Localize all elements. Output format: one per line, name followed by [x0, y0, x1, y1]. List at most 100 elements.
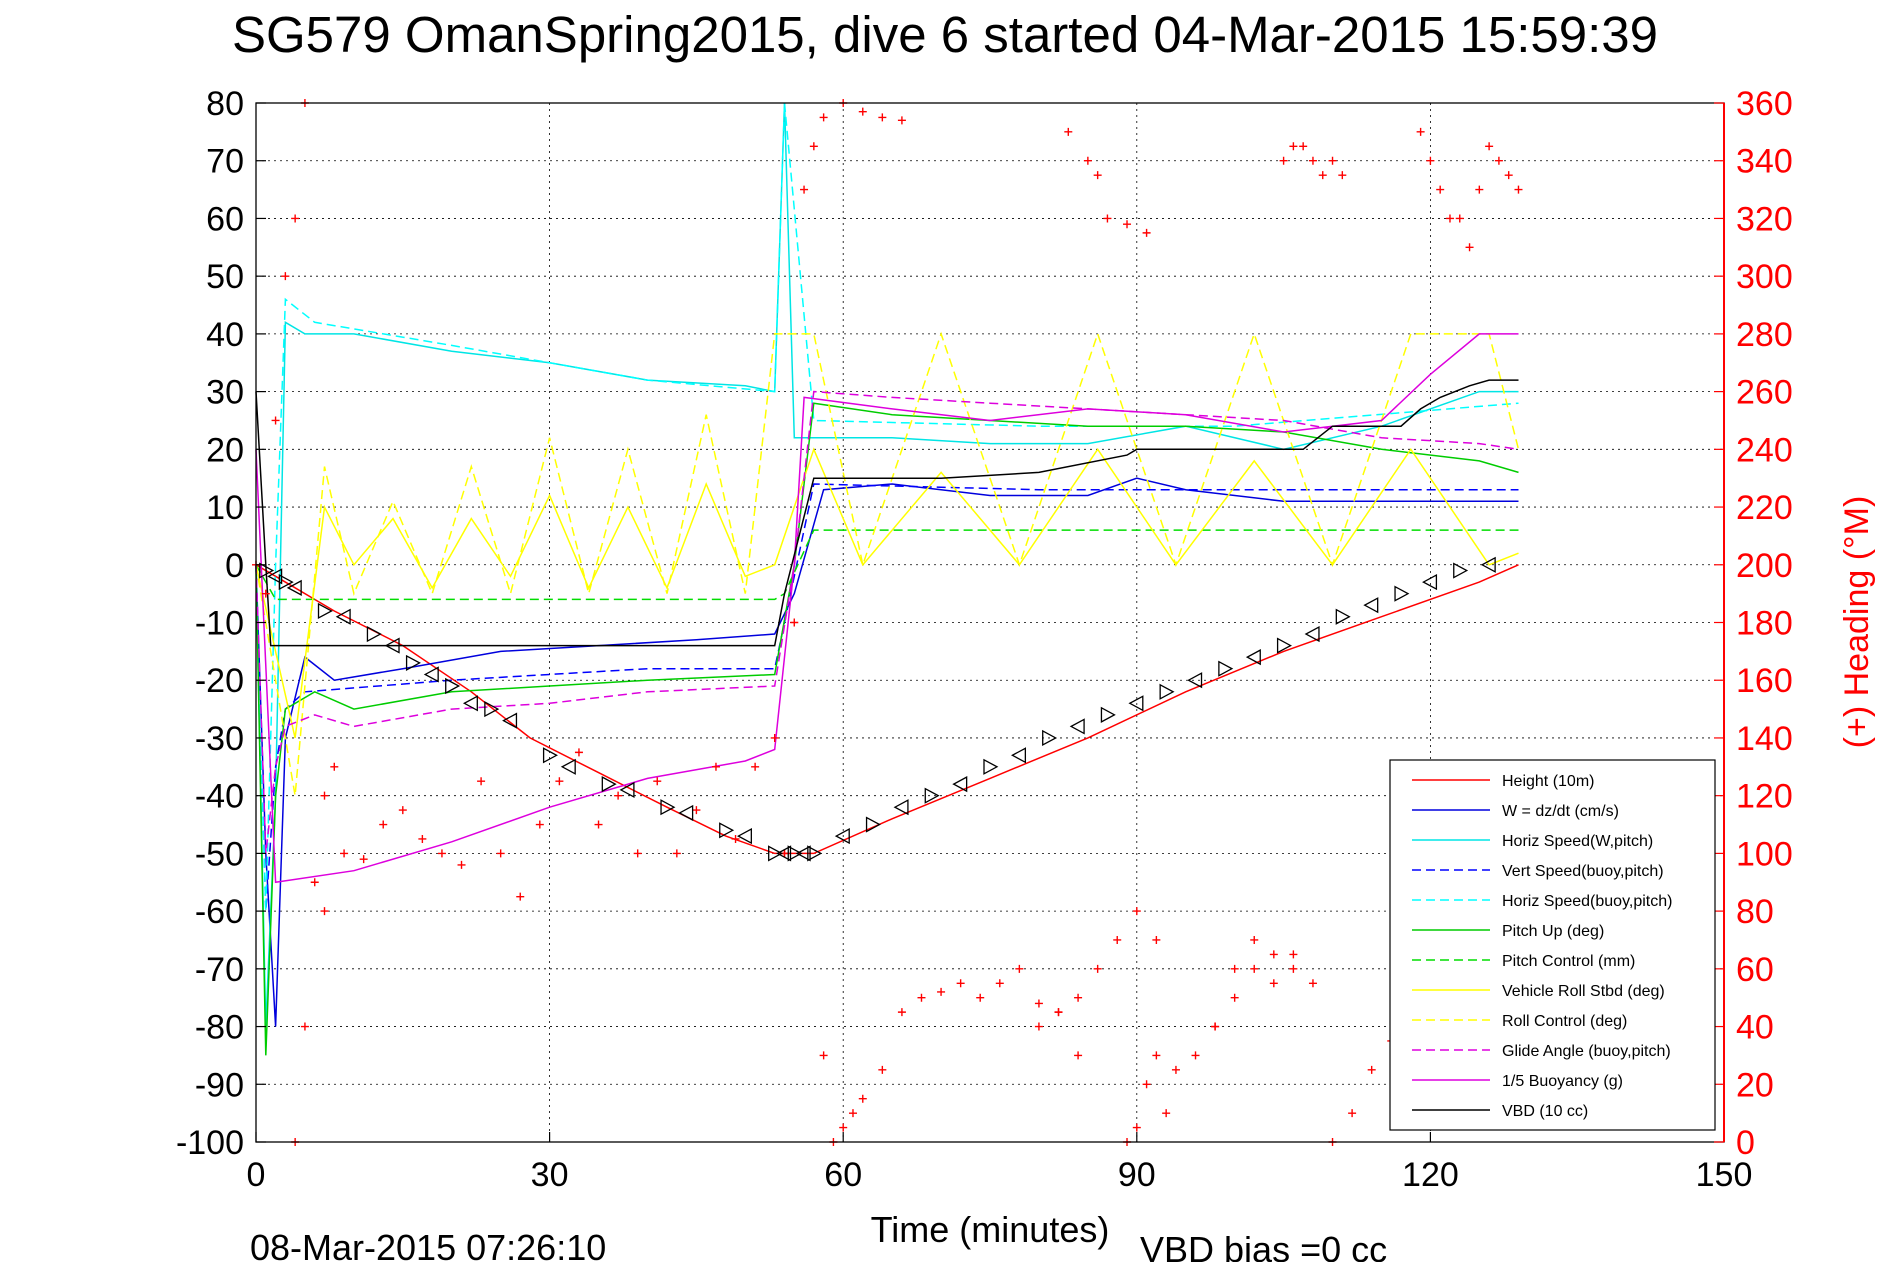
dive-marker-triangle [893, 799, 909, 816]
heading-point [956, 979, 965, 988]
heading-point [1426, 156, 1435, 165]
heading-point [398, 806, 407, 815]
heading-point [1103, 214, 1112, 223]
heading-point [457, 860, 466, 869]
y-tick-label-left: -80 [195, 1009, 244, 1047]
dive-marker-triangle [787, 845, 803, 862]
x-tick-label: 150 [1696, 1156, 1753, 1194]
legend-label: VBD (10 cc) [1502, 1103, 1588, 1120]
legend-label: Pitch Control (mm) [1502, 953, 1635, 970]
series-roll [255, 447, 1519, 739]
heading-point [1318, 171, 1327, 180]
y-tick-label-right: 200 [1736, 547, 1793, 585]
series-pitch_up [255, 402, 1519, 1056]
legend-label: Glide Angle (buoy,pitch) [1502, 1043, 1671, 1060]
heading-point [418, 834, 427, 843]
dive-marker-triangle [1218, 660, 1234, 677]
y-tick-label-left: -30 [195, 720, 244, 758]
dive-marker-triangle [1335, 608, 1351, 625]
heading-point [1445, 214, 1454, 223]
footer-vbd-bias: VBD bias =0 cc [1140, 1229, 1387, 1262]
legend-box [1389, 759, 1716, 1131]
heading-point [1289, 950, 1298, 959]
dive-marker-triangle [768, 845, 784, 862]
legend-label: Horiz Speed(W,pitch) [1502, 833, 1653, 850]
y-tick-label-left: 0 [225, 547, 244, 585]
heading-point [809, 142, 818, 151]
heading-point [437, 849, 446, 858]
dive-marker-triangle [317, 602, 333, 620]
heading-point [897, 116, 906, 125]
dive-marker-triangle [1422, 574, 1438, 591]
dive-marker-triangle [1069, 718, 1085, 735]
y-tick-label-left: 60 [206, 200, 244, 238]
dive-marker-triangle [719, 822, 735, 839]
heading-point [1132, 1123, 1141, 1132]
dive-marker-triangle [678, 804, 694, 822]
heading-point [1299, 142, 1308, 151]
dive-marker-triangle [1100, 706, 1116, 723]
series-buoyancy [255, 333, 1519, 884]
heading-point [1279, 156, 1288, 165]
dive-marker-triangle [1159, 683, 1175, 700]
x-tick-label: 0 [247, 1156, 266, 1194]
dive-marker-triangle [423, 666, 439, 683]
heading-point [751, 762, 760, 771]
heading-point [330, 762, 339, 771]
y-tick-label-right: 280 [1736, 316, 1793, 354]
triangle-markers [259, 556, 1496, 862]
heading-point [1211, 1022, 1220, 1031]
y-tick-label-left: 10 [206, 489, 244, 527]
heading-point [878, 1065, 887, 1074]
heading-point [1015, 964, 1024, 973]
x-axis-label: Time (minutes) [871, 1209, 1110, 1250]
y-tick-label-left: -40 [195, 778, 244, 816]
series-horiz_speed_buoy [255, 102, 1519, 912]
heading-point [633, 849, 642, 858]
dive-marker-triangle [335, 608, 351, 625]
heading-point [1171, 1065, 1180, 1074]
heading-point [917, 993, 926, 1002]
heading-point [614, 791, 623, 800]
y-tick-label-right: 60 [1736, 951, 1774, 989]
heading-point [1514, 185, 1523, 194]
heading-point [976, 993, 985, 1002]
dive-marker-triangle [484, 700, 500, 718]
dive-marker-triangle [736, 827, 752, 845]
dive-marker-triangle [286, 579, 302, 596]
heading-point [535, 820, 544, 829]
dive-marker-triangle [502, 712, 518, 729]
heading-point [858, 1094, 867, 1103]
legend-label: Horiz Speed(buoy,pitch) [1502, 893, 1672, 910]
heading-point [858, 107, 867, 116]
right-axis-label: (+) Heading (°M) [1838, 496, 1876, 749]
heading-point [848, 1109, 857, 1118]
x-tick-label: 90 [1118, 1156, 1156, 1194]
dive-marker-triangle [1394, 585, 1410, 602]
heading-point [1250, 935, 1259, 944]
heading-point [800, 185, 809, 194]
heading-point [937, 987, 946, 996]
heading-point [379, 820, 388, 829]
series-lines [255, 102, 1520, 1056]
dive-marker-triangle [834, 827, 850, 845]
legend-label: Vert Speed(buoy,pitch) [1502, 863, 1664, 880]
heading-point [1485, 142, 1494, 151]
heading-point [1142, 1080, 1151, 1089]
heading-point [281, 272, 290, 281]
dive-marker-triangle [1453, 562, 1469, 579]
heading-point [320, 791, 329, 800]
dive-marker-triangle [560, 758, 576, 775]
heading-point [291, 214, 300, 223]
footer-timestamp: 08-Mar-2015 07:26:10 [250, 1227, 606, 1262]
heading-point [1338, 171, 1347, 180]
heading-point [1191, 1051, 1200, 1060]
y-tick-label-left: -10 [195, 605, 244, 643]
heading-point [1113, 935, 1122, 944]
heading-point [770, 733, 779, 742]
heading-point [555, 777, 564, 786]
heading-point [1465, 243, 1474, 252]
y-tick-label-left: 50 [206, 258, 244, 296]
heading-point [1230, 993, 1239, 1002]
dive-marker-triangle [278, 574, 294, 591]
